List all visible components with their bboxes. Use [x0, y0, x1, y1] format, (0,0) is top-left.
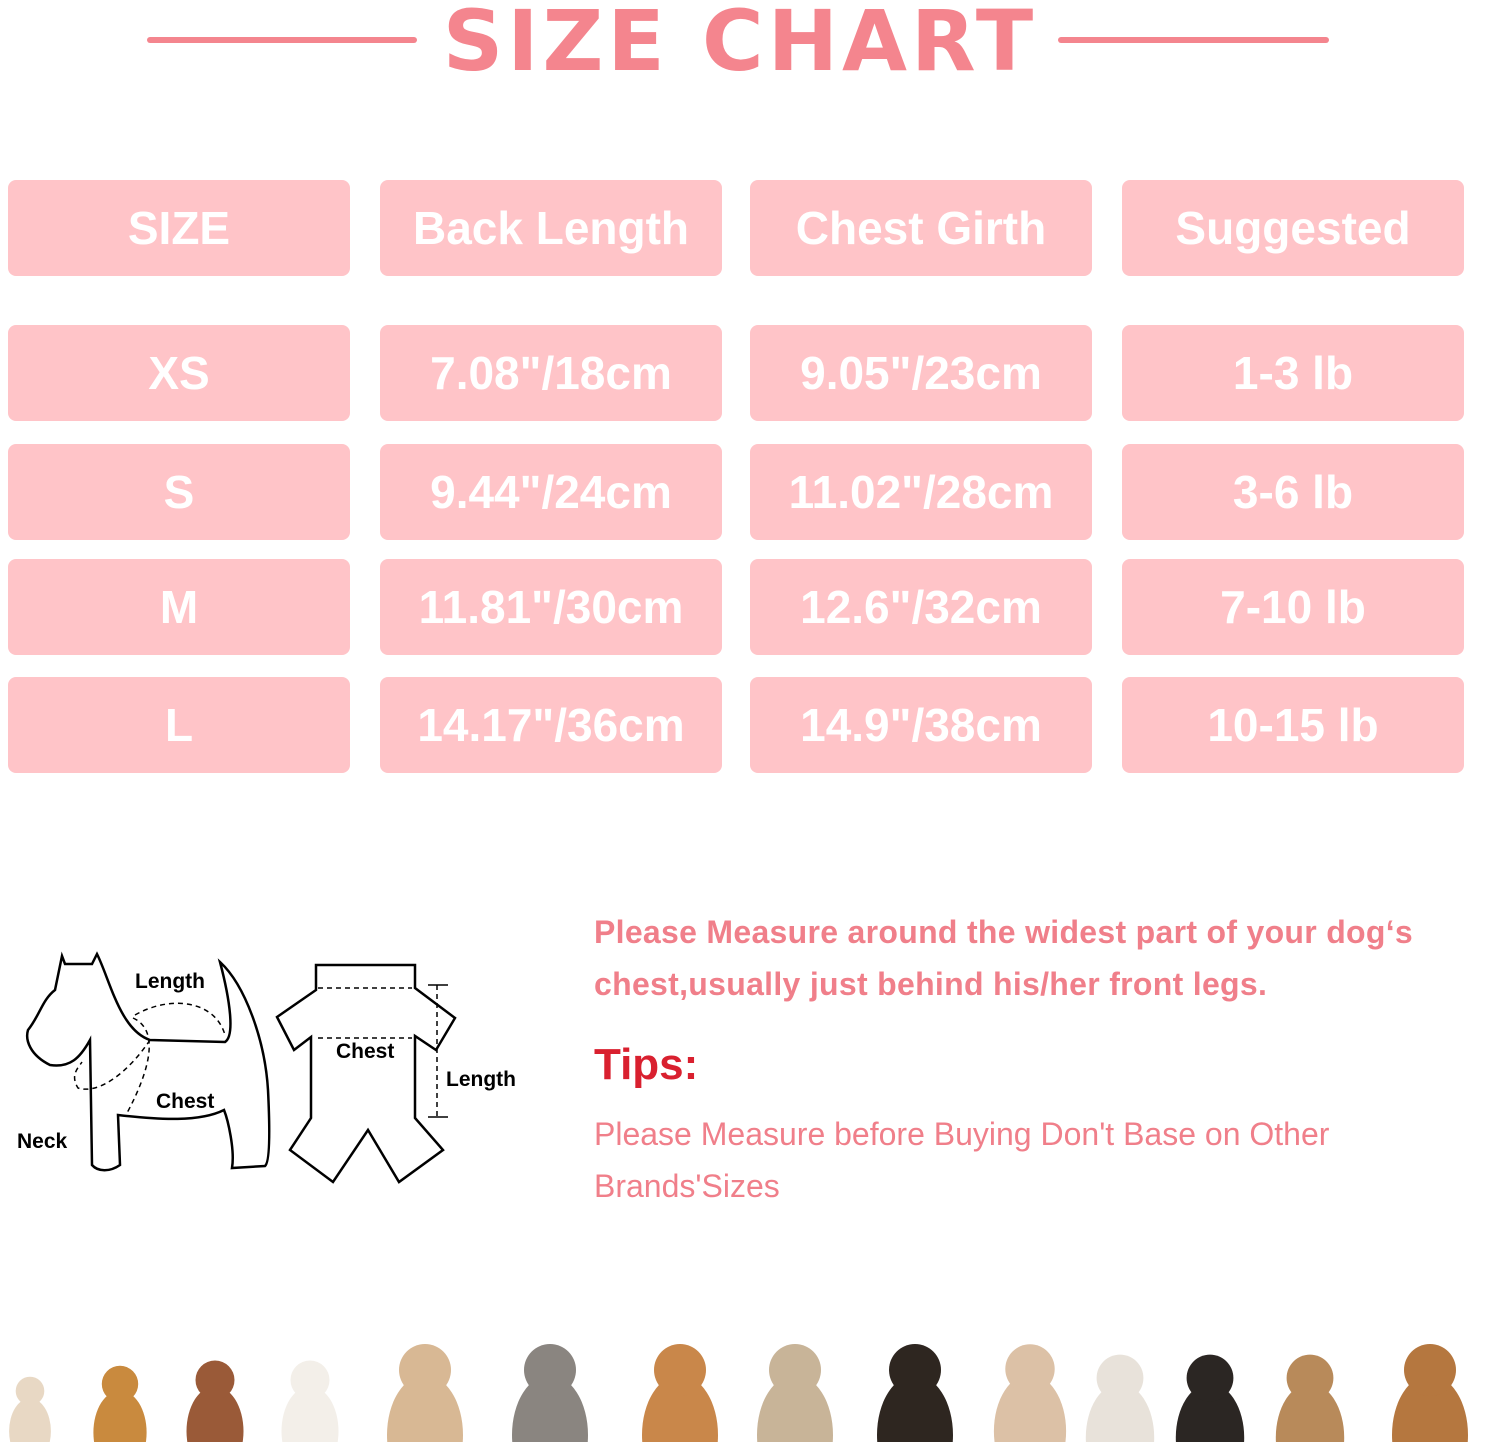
dog-neck-label: Neck	[17, 1130, 68, 1153]
column-header: Suggested	[1122, 180, 1464, 276]
table-cell: 10-15 lb	[1122, 677, 1464, 773]
dog-photo	[1085, 1354, 1155, 1442]
garment-outline-icon	[275, 963, 457, 1184]
dog-photo	[93, 1365, 147, 1442]
table-cell: 9.05"/23cm	[750, 325, 1092, 421]
dog-photo	[642, 1344, 718, 1442]
dog-photo	[387, 1344, 463, 1442]
table-cell: 9.44"/24cm	[380, 444, 722, 540]
tips-text: Please Measure before Buying Don't Base …	[594, 1116, 1330, 1204]
garment-length-label: Length	[446, 1068, 516, 1091]
table-cell: 7.08"/18cm	[380, 325, 722, 421]
size-cell: S	[8, 444, 350, 540]
page-title: SIZE CHART	[442, 0, 1038, 90]
dog-photo	[281, 1360, 339, 1442]
tips-heading: Tips:	[594, 1040, 699, 1089]
dog-breeds-photo-strip	[9, 1344, 1468, 1442]
dog-photo	[1175, 1354, 1245, 1442]
dog-photo	[1275, 1354, 1345, 1442]
table-cell: 7-10 lb	[1122, 559, 1464, 655]
column-header: SIZE	[8, 180, 350, 276]
dog-length-label: Length	[135, 970, 205, 993]
column-header: Chest Girth	[750, 180, 1092, 276]
size-cell: M	[8, 559, 350, 655]
dog-outline-icon	[26, 951, 271, 1172]
dog-photo	[877, 1344, 953, 1442]
table-cell: 14.17"/36cm	[380, 677, 722, 773]
size-cell: L	[8, 677, 350, 773]
table-cell: 11.02"/28cm	[750, 444, 1092, 540]
dog-photo	[993, 1344, 1067, 1442]
title-line-right	[1058, 37, 1329, 43]
table-cell: 3-6 lb	[1122, 444, 1464, 540]
dog-photo	[757, 1344, 833, 1442]
table-cell: 1-3 lb	[1122, 325, 1464, 421]
dog-photo	[1392, 1344, 1468, 1442]
table-cell: 11.81"/30cm	[380, 559, 722, 655]
garment-chest-label: Chest	[336, 1040, 394, 1063]
size-cell: XS	[8, 325, 350, 421]
measurement-diagram: Length Chest Neck Chest Length	[17, 951, 516, 1184]
dog-photo	[9, 1376, 51, 1442]
measure-instructions: Please Measure around the widest part of…	[594, 914, 1414, 1002]
table-cell: 12.6"/32cm	[750, 559, 1092, 655]
dog-chest-label: Chest	[156, 1090, 214, 1113]
dog-photo	[512, 1344, 588, 1442]
title-line-left	[147, 37, 417, 43]
column-header: Back Length	[380, 180, 722, 276]
table-cell: 14.9"/38cm	[750, 677, 1092, 773]
dog-photo	[186, 1360, 244, 1442]
